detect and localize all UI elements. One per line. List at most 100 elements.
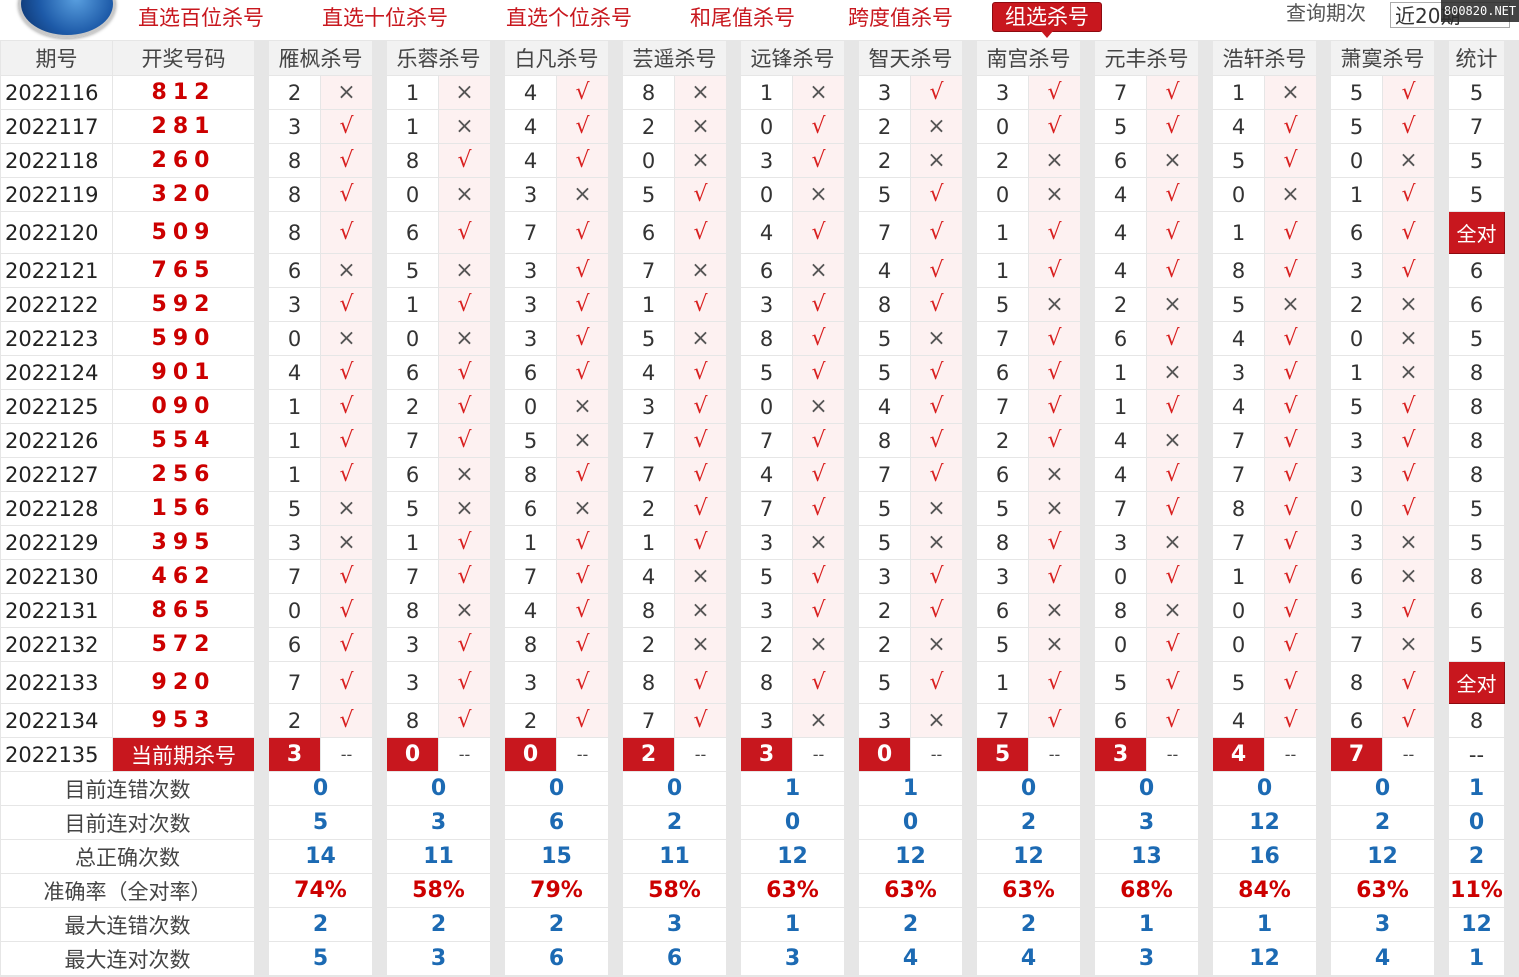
- check-icon: √: [1146, 211, 1199, 254]
- draw-number: 256: [112, 457, 255, 492]
- draw-number: 260: [112, 143, 255, 178]
- column-gap: [962, 907, 977, 942]
- summary-value: 12: [1330, 839, 1435, 874]
- header-expert-8: 浩轩杀号: [1212, 40, 1317, 76]
- column-gap: [372, 423, 387, 458]
- period-cell: 2022126: [0, 423, 113, 458]
- cross-icon: ×: [438, 491, 491, 526]
- cross-icon: ×: [438, 253, 491, 288]
- kill-number: 1: [268, 423, 321, 458]
- column-gap: [254, 287, 269, 322]
- column-gap: [962, 839, 977, 874]
- kill-number: 5: [740, 355, 793, 390]
- check-icon: √: [1382, 177, 1435, 212]
- kill-number: 0: [1212, 627, 1265, 662]
- kill-number: 8: [1094, 593, 1147, 628]
- tab-5[interactable]: 组选杀号: [992, 2, 1102, 38]
- column-gap: [1080, 457, 1095, 492]
- column-gap: [1198, 389, 1213, 424]
- summary-value: 1: [1448, 771, 1505, 806]
- kill-number: 4: [740, 457, 793, 492]
- kill-number: 1: [386, 287, 439, 322]
- check-icon: √: [1264, 525, 1317, 560]
- check-icon: √: [1264, 559, 1317, 594]
- column-gap: [962, 143, 977, 178]
- cross-icon: ×: [1146, 423, 1199, 458]
- summary-value: 63%: [976, 873, 1081, 908]
- column-gap: [1316, 75, 1331, 110]
- top-nav-bar: 直选百位杀号 直选十位杀号 直选个位杀号 和尾值杀号 跨度值杀号 组选杀号 查询期次 近2…: [0, 0, 1519, 40]
- column-gap: [1198, 703, 1213, 738]
- kill-number: 1: [1212, 211, 1265, 254]
- kill-number: 1: [622, 525, 675, 560]
- kill-number: 1: [622, 287, 675, 322]
- column-gap: [962, 661, 977, 704]
- tab-4[interactable]: 跨度值杀号: [848, 6, 953, 30]
- column-gap: [1080, 321, 1095, 356]
- column-gap: [372, 211, 387, 254]
- cross-icon: ×: [320, 75, 373, 110]
- kill-number: 3: [740, 287, 793, 322]
- column-gap: [608, 253, 623, 288]
- column-gap: [962, 109, 977, 144]
- cross-icon: ×: [556, 389, 609, 424]
- check-icon: √: [1028, 211, 1081, 254]
- column-gap: [726, 143, 741, 178]
- summary-row: 目前连对次数 5 3 6 2 0 0 2 3 12 2 0: [0, 805, 1512, 840]
- period-cell: 2022121: [0, 253, 113, 288]
- stat-count: 6: [1448, 253, 1505, 288]
- column-gap: [1316, 423, 1331, 458]
- cross-icon: ×: [674, 559, 727, 594]
- column-gap: [1434, 211, 1449, 254]
- column-gap: [254, 253, 269, 288]
- column-gap: [1434, 321, 1449, 356]
- column-gap: [726, 805, 741, 840]
- tab-0[interactable]: 直选百位杀号: [138, 6, 264, 30]
- check-icon: √: [556, 627, 609, 662]
- column-gap: [1434, 143, 1449, 178]
- period-cell: 2022117: [0, 109, 113, 144]
- column-gap: [372, 143, 387, 178]
- kill-number: 7: [622, 253, 675, 288]
- check-icon: √: [1264, 593, 1317, 628]
- check-icon: √: [1146, 703, 1199, 738]
- header-expert-1: 乐蓉杀号: [386, 40, 491, 76]
- column-gap: [962, 593, 977, 628]
- column-gap: [1198, 253, 1213, 288]
- draw-number: 812: [112, 75, 255, 110]
- column-gap: [962, 211, 977, 254]
- tab-2[interactable]: 直选个位杀号: [506, 6, 632, 30]
- check-icon: √: [910, 389, 963, 424]
- header-expert-5: 智天杀号: [858, 40, 963, 76]
- check-icon: √: [1028, 321, 1081, 356]
- column-gap: [844, 805, 859, 840]
- column-gap: [254, 75, 269, 110]
- stat-count: 8: [1448, 559, 1505, 594]
- kill-number: 4: [504, 75, 557, 110]
- check-icon: √: [320, 703, 373, 738]
- check-icon: √: [674, 423, 727, 458]
- check-icon: √: [1382, 253, 1435, 288]
- pending-mark: --: [910, 737, 963, 772]
- kill-number: 5: [386, 491, 439, 526]
- tab-1[interactable]: 直选十位杀号: [322, 6, 448, 30]
- column-gap: [372, 75, 387, 110]
- column-gap: [1504, 423, 1512, 458]
- column-gap: [1504, 491, 1512, 526]
- kill-number: 4: [1212, 109, 1265, 144]
- column-gap: [1504, 75, 1512, 110]
- tab-3[interactable]: 和尾值杀号: [690, 6, 795, 30]
- column-gap: [254, 627, 269, 662]
- summary-value: 1: [1448, 941, 1505, 976]
- kill-number: 7: [386, 559, 439, 594]
- check-icon: √: [320, 211, 373, 254]
- summary-value: 6: [504, 805, 609, 840]
- column-gap: [726, 253, 741, 288]
- summary-value: 1: [740, 907, 845, 942]
- column-gap: [608, 40, 623, 76]
- column-gap: [1434, 805, 1449, 840]
- kill-number: 8: [976, 525, 1029, 560]
- kill-number: 7: [622, 423, 675, 458]
- kill-number: 6: [504, 355, 557, 390]
- column-gap: [1504, 287, 1512, 322]
